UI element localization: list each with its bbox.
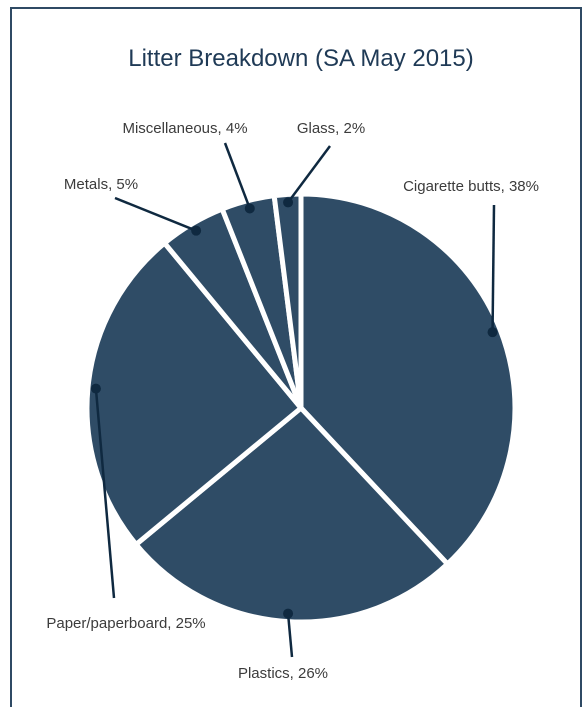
pie-slices — [84, 191, 518, 625]
chart-title: Litter Breakdown (SA May 2015) — [128, 45, 474, 72]
leader-dot-plastics — [283, 608, 294, 619]
leader-line-metals — [114, 196, 197, 232]
leader-dot-cigarette-butts — [487, 327, 498, 338]
leader-line-miscellaneous — [223, 142, 251, 209]
slice-label-glass: Glass, 2% — [297, 120, 365, 137]
slice-label-paper-paperboard: Paper/paperboard, 25% — [46, 615, 205, 632]
pie-slice-glass — [271, 191, 304, 411]
leader-dot-metals — [191, 225, 202, 236]
pie-slice-paper-paperboard — [84, 240, 304, 547]
pie-slice-cigarette-butts — [298, 191, 518, 567]
leader-line-paper-paperboard — [94, 388, 116, 599]
leader-dot-miscellaneous — [244, 203, 255, 214]
slice-label-cigarette-butts: Cigarette butts, 38% — [403, 178, 539, 195]
slice-label-metals: Metals, 5% — [64, 176, 138, 193]
leader-dot-glass — [283, 197, 294, 208]
leader-line-cigarette-butts — [491, 204, 496, 333]
slice-labels: Cigarette butts, 38% Plastics, 26% Paper/p… — [46, 120, 539, 682]
slice-label-miscellaneous: Miscellaneous, 4% — [122, 120, 247, 137]
slice-label-plastics: Plastics, 26% — [238, 665, 328, 682]
leader-dot-paper-paperboard — [90, 383, 101, 394]
leader-line-plastics — [286, 613, 294, 658]
label-leaders — [90, 142, 498, 658]
leader-line-glass — [287, 145, 332, 204]
